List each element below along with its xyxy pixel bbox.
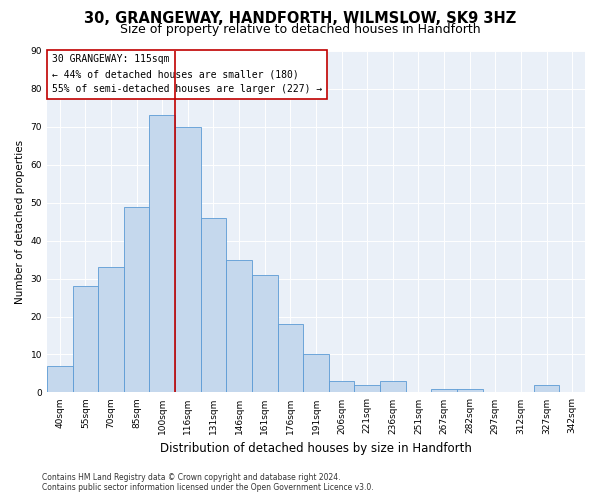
Bar	[200, 218, 226, 392]
Bar	[431, 388, 457, 392]
Bar	[303, 354, 329, 393]
Bar	[175, 127, 200, 392]
Bar	[149, 116, 175, 392]
Text: 30, GRANGEWAY, HANDFORTH, WILMSLOW, SK9 3HZ: 30, GRANGEWAY, HANDFORTH, WILMSLOW, SK9 …	[84, 11, 516, 26]
Y-axis label: Number of detached properties: Number of detached properties	[15, 140, 25, 304]
Bar	[278, 324, 303, 392]
Bar	[355, 385, 380, 392]
Bar	[47, 366, 73, 392]
Bar	[329, 381, 355, 392]
Bar	[457, 388, 482, 392]
Bar	[98, 267, 124, 392]
Text: Contains HM Land Registry data © Crown copyright and database right 2024.
Contai: Contains HM Land Registry data © Crown c…	[42, 473, 374, 492]
Bar	[380, 381, 406, 392]
Bar	[534, 385, 559, 392]
Bar	[73, 286, 98, 393]
X-axis label: Distribution of detached houses by size in Handforth: Distribution of detached houses by size …	[160, 442, 472, 455]
Text: 30 GRANGEWAY: 115sqm
← 44% of detached houses are smaller (180)
55% of semi-deta: 30 GRANGEWAY: 115sqm ← 44% of detached h…	[52, 54, 323, 94]
Bar	[226, 260, 252, 392]
Bar	[252, 275, 278, 392]
Bar	[124, 206, 149, 392]
Text: Size of property relative to detached houses in Handforth: Size of property relative to detached ho…	[119, 22, 481, 36]
